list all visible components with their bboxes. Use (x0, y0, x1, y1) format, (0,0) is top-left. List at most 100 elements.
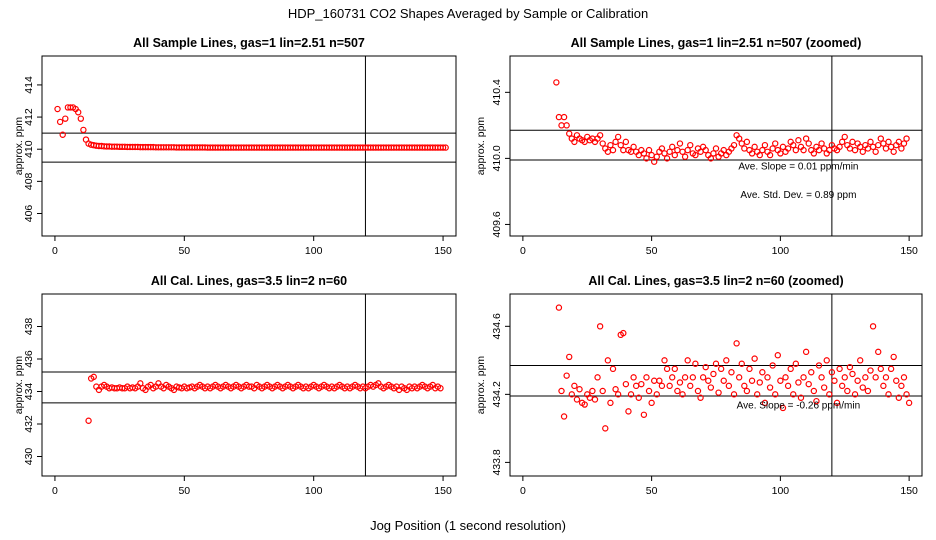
plot-area: 0 50 100 150 409.6 410.0 410.4 Ave. Slope = 0.0… (491, 55, 923, 257)
data-point (808, 369, 815, 376)
data-point (885, 138, 892, 146)
data-point (741, 382, 748, 390)
data-point (769, 362, 776, 369)
data-point (826, 391, 833, 398)
data-point (766, 151, 774, 159)
data-point (658, 382, 666, 390)
data-point (671, 365, 679, 373)
data-point (622, 380, 630, 388)
plot-area: 0 50 100 150 430 432 434 436 438 (23, 293, 457, 497)
data-point (777, 377, 784, 384)
y-tick-label: 408 (23, 172, 35, 190)
data-point (790, 391, 797, 398)
data-point (604, 357, 612, 364)
data-point (558, 122, 565, 129)
data-point (620, 146, 627, 154)
y-tick-label: 434.6 (491, 313, 503, 339)
y-tick-label: 432 (23, 415, 35, 433)
data-point (596, 323, 604, 330)
data-point (846, 363, 854, 371)
data-point (663, 155, 671, 162)
plot-frame (41, 293, 457, 477)
data-point (774, 352, 782, 359)
x-tick-label: 100 (305, 245, 323, 257)
data-point (702, 363, 709, 371)
data-point (80, 126, 87, 134)
data-point (710, 150, 717, 157)
data-point (648, 399, 655, 407)
data-point (720, 377, 727, 384)
panel-cal-lines: All Cal. Lines, gas=3.5 lin=2 n=60 appro… (13, 274, 457, 497)
data-point (880, 140, 887, 147)
data-point (723, 357, 730, 364)
y-tick-label: 412 (23, 108, 35, 126)
plot-frame (41, 55, 457, 237)
data-point (810, 387, 818, 395)
data-point (898, 145, 905, 152)
data-point (756, 151, 763, 159)
data-point (663, 365, 671, 373)
x-tick-label: 0 (52, 245, 58, 257)
data-point (905, 399, 913, 407)
x-tick-label: 100 (305, 485, 323, 497)
y-axis-label-group: approx. ppm (475, 356, 487, 415)
data-point (643, 374, 650, 381)
data-point (558, 387, 565, 395)
data-point (566, 353, 573, 361)
data-point (887, 143, 895, 151)
plot-area: 0 50 100 150 433.8 434.2 434.6 Ave. Slope = -0.… (491, 293, 923, 497)
data-point (885, 391, 892, 398)
data-point (645, 387, 653, 395)
y-tick-label: 406 (23, 205, 35, 223)
data-point (614, 391, 622, 398)
data-point (560, 413, 568, 420)
data-point (651, 158, 658, 165)
data-point (823, 357, 830, 364)
data-point (617, 141, 624, 149)
data-point (651, 377, 658, 384)
data-point (738, 140, 745, 147)
y-axis-label: approx. ppm (13, 117, 25, 176)
panel-title: All Sample Lines, gas=1 lin=2.51 n=507 (133, 36, 365, 50)
data-point (614, 133, 622, 141)
data-point (640, 411, 648, 418)
y-tick-label: 436 (23, 350, 35, 368)
data-point (681, 153, 689, 160)
data-point (898, 382, 905, 390)
panel-title: All Sample Lines, gas=1 lin=2.51 n=507 (… (571, 36, 862, 50)
data-point (596, 132, 604, 139)
data-point (805, 380, 812, 388)
y-tick-label: 438 (23, 318, 35, 336)
data-point (895, 394, 903, 401)
data-point (666, 148, 673, 155)
data-point (674, 387, 681, 395)
panel-sample-lines-zoomed: All Sample Lines, gas=1 lin=2.51 n=507 (… (475, 36, 923, 257)
data-point (56, 118, 64, 126)
panel-cal-lines-zoomed: All Cal. Lines, gas=3.5 lin=2 n=60 (zoom… (475, 274, 923, 497)
y-tick-label: 414 (23, 76, 35, 94)
data-point (903, 391, 910, 398)
data-point (643, 155, 650, 162)
data-point (851, 391, 859, 398)
annotation: Ave. Slope = -0.26 ppm/min (737, 401, 861, 412)
data-point (635, 394, 642, 401)
data-point (820, 384, 828, 391)
data-point (85, 417, 92, 424)
data-point (900, 374, 908, 381)
data-point (841, 374, 848, 381)
data-point (566, 130, 573, 137)
data-point (844, 387, 851, 395)
data-point (712, 145, 720, 152)
data-point (759, 146, 766, 154)
data-point (867, 138, 874, 146)
data-point (602, 425, 609, 432)
data-point (784, 382, 792, 390)
y-axis-label-group: approx. ppm (13, 117, 25, 176)
y-tick-label: 410.4 (491, 79, 503, 105)
y-axis-label: approx. ppm (13, 356, 25, 415)
data-point (733, 340, 740, 347)
data-point (877, 135, 885, 142)
y-tick-label: 410.0 (491, 145, 503, 171)
data-point (589, 387, 596, 395)
